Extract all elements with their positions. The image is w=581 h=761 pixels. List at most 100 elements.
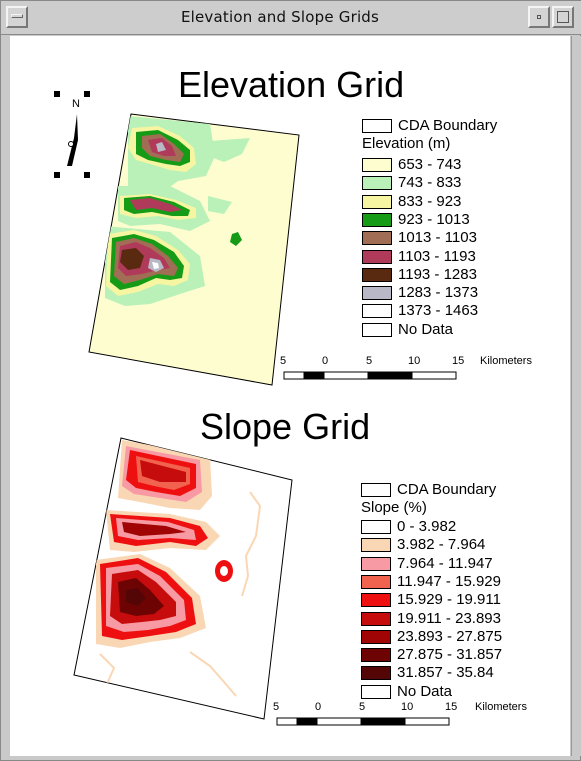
boundary-swatch — [362, 119, 392, 133]
elevation-zone-743-833 — [208, 196, 232, 214]
scale-segment — [360, 717, 406, 726]
slope-streak — [189, 651, 237, 697]
elevation-map-title: Elevation Grid — [178, 64, 405, 105]
scale-segment — [411, 371, 457, 380]
legend-label: 15.929 - 19.911 — [397, 591, 501, 609]
elevation-zone-1193-1283 — [120, 248, 144, 270]
legend-label: 3.982 - 7.964 — [397, 536, 486, 554]
scale-tick: 0 — [315, 701, 322, 713]
window-menu-icon — [11, 14, 23, 18]
selection-handle[interactable] — [54, 172, 60, 178]
selection-handle[interactable] — [84, 172, 90, 178]
legend-swatch — [362, 176, 392, 191]
window-menu-button[interactable] — [6, 6, 28, 28]
legend-label: 31.857 - 35.84 — [397, 664, 494, 682]
legend-swatch — [361, 611, 391, 626]
boundary-label: CDA Boundary — [398, 117, 498, 134]
legend-label: 27.875 - 31.857 — [397, 646, 503, 664]
legend-label: 1283 - 1373 — [398, 284, 479, 302]
slope-streak — [99, 653, 116, 687]
legend-label: No Data — [397, 682, 453, 700]
title-bar[interactable]: Elevation and Slope Grids — [1, 1, 581, 35]
slope-zone-23.893-27.875 — [122, 522, 186, 536]
slope-zone-31.857-35.84 — [126, 588, 146, 606]
selection-handle[interactable] — [54, 91, 60, 97]
elevation-scale-labels: 5 0 5 10 15 Kilometers — [276, 355, 566, 369]
legend-label: 1013 - 1103 — [398, 229, 477, 247]
legend-label: 11.947 - 15.929 — [397, 572, 501, 590]
scale-unit: Kilometers — [480, 355, 532, 367]
selection-handle[interactable] — [84, 91, 90, 97]
legend-swatch — [362, 322, 392, 337]
legend-swatch — [361, 556, 391, 571]
legend-title: Slope (%) — [361, 499, 427, 516]
scale-tick: 10 — [408, 355, 421, 367]
legend-label: 653 - 743 — [398, 156, 462, 173]
legend-label: 833 - 923 — [398, 192, 462, 210]
slope-scale-labels: 5 0 5 10 15 Kilometers — [269, 701, 564, 715]
scale-unit: Kilometers — [475, 701, 527, 713]
legend-label: No Data — [398, 320, 454, 338]
north-arrow — [54, 91, 90, 178]
slope-streak — [241, 491, 262, 597]
legend-swatch — [362, 212, 392, 227]
scale-segment — [296, 717, 318, 726]
legend-swatch — [361, 629, 391, 644]
legend-swatch — [361, 520, 391, 534]
scale-tick: 15 — [445, 701, 458, 713]
boundary-swatch — [361, 483, 391, 497]
scale-tick: 5 — [280, 355, 287, 367]
legend-swatch — [361, 593, 391, 608]
legend-swatch — [362, 304, 392, 319]
slope-map — [73, 437, 293, 720]
scale-segment — [276, 717, 298, 726]
legend-swatch — [361, 538, 391, 553]
scale-tick: 0 — [322, 355, 329, 367]
legend-label: 743 - 833 — [398, 174, 462, 192]
legend-swatch — [361, 574, 391, 589]
legend-swatch — [362, 194, 392, 209]
scale-segment — [303, 371, 325, 380]
legend-label: 7.964 - 11.947 — [397, 554, 493, 572]
slope-legend: CDA Boundary Slope (%) 0 - 3.982 3.982 - … — [361, 481, 566, 707]
north-arrow-hub-icon — [68, 141, 74, 147]
scale-segment — [323, 371, 369, 380]
legend-label: 1103 - 1193 — [398, 247, 476, 265]
minimize-button[interactable] — [528, 6, 550, 28]
window-title: Elevation and Slope Grids — [180, 8, 380, 26]
slope-scale-bar — [276, 717, 450, 726]
maximize-button[interactable] — [552, 6, 574, 28]
scale-segment — [283, 371, 305, 380]
scale-segment — [316, 717, 362, 726]
elevation-map — [88, 113, 300, 386]
slope-zone-19.911-23.893 — [140, 460, 186, 482]
north-arrow-icon — [67, 114, 78, 166]
legend-swatch — [361, 666, 391, 681]
slope-boundary — [73, 437, 293, 720]
elevation-zone-923-1013 — [230, 232, 242, 246]
map-graphics — [54, 91, 457, 726]
elevation-zone-743-833 — [208, 138, 250, 162]
legend-label: 23.893 - 27.875 — [397, 627, 503, 645]
scale-segment — [367, 371, 413, 380]
elevation-legend: CDA Boundary Elevation (m) 653 - 743 743 … — [362, 116, 562, 341]
legend-swatch — [362, 267, 392, 282]
maximize-icon — [557, 11, 569, 23]
scale-tick: 10 — [401, 701, 414, 713]
boundary-label: CDA Boundary — [397, 481, 497, 498]
legend-label: 1193 - 1283 — [398, 265, 477, 283]
elevation-zone-1103-1193 — [130, 198, 182, 212]
north-label: N — [72, 98, 80, 110]
scale-tick: 15 — [452, 355, 465, 367]
legend-label: 923 - 1013 — [398, 210, 470, 228]
scale-tick: 5 — [273, 701, 280, 713]
scale-tick: 5 — [359, 701, 366, 713]
slope-map-title: Slope Grid — [200, 406, 371, 447]
window-edge-strip — [571, 36, 581, 756]
legend-swatch — [362, 231, 392, 246]
elevation-zone-1283-1373 — [156, 142, 166, 152]
scale-tick: 5 — [366, 355, 373, 367]
legend-swatch — [362, 158, 392, 172]
elevation-zone-1373-1463 — [152, 262, 159, 269]
